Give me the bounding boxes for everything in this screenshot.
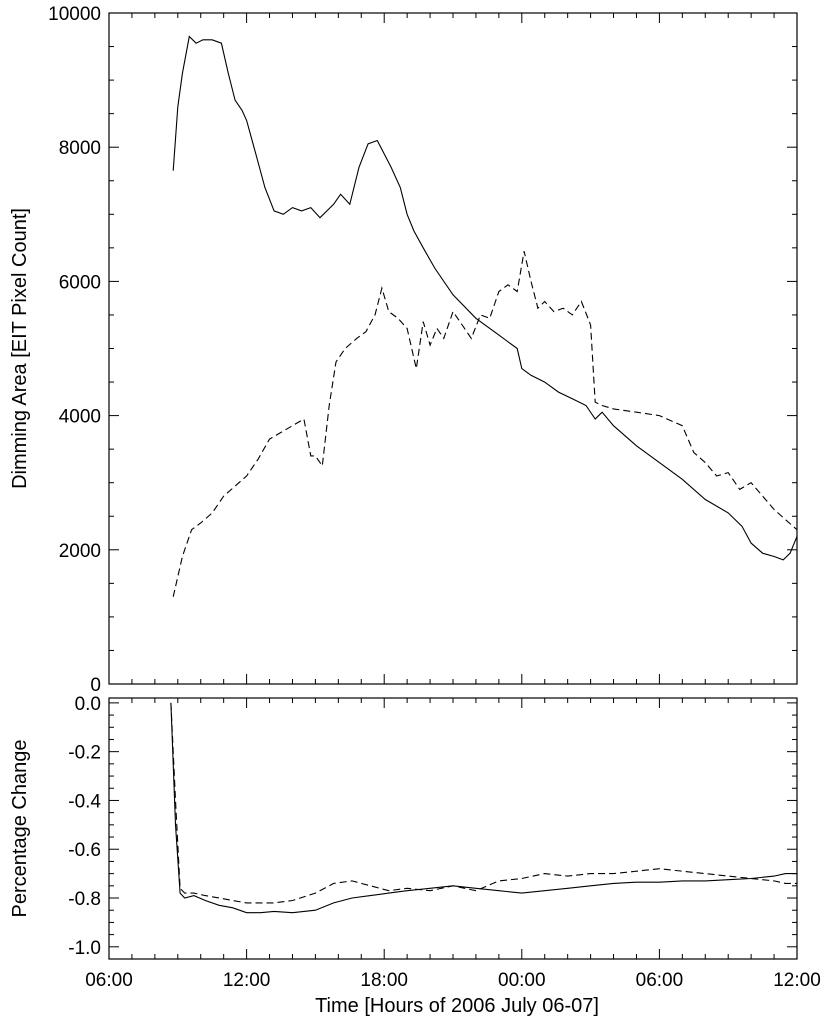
percentage-change-tick-labels: 06:00 12:00 18:00 00:00 06:00 12:00 0.0 -0.2 -0.…: [68, 694, 821, 991]
dimming-area-panel: 0 2000 4000 6000 8000 10000 Dimming Area [EIT…: [9, 4, 798, 696]
percentage-change-panel: 06:00 12:00 18:00 00:00 06:00 12:00 0.0 -0.2 -0.…: [9, 694, 821, 1017]
dimming-area-y-tick-label: 0: [90, 675, 101, 696]
percentage-change-plot-frame: [108, 697, 798, 960]
percentage-change-y-tick-label: -0.2: [68, 743, 101, 764]
dimming-area-series-solid: [172, 35, 798, 561]
dimming-area-ticks: [108, 12, 798, 685]
dimming-area-series: [172, 35, 798, 597]
percentage-change-y-tick-label: 0.0: [75, 694, 101, 715]
percentage-change-y-tick-label: -0.4: [68, 791, 101, 812]
dimming-area-y-tick-label: 2000: [59, 541, 101, 562]
x-tick-label: 12:00: [223, 970, 271, 991]
percentage-change-ticks: [108, 698, 798, 959]
dimming-area-y-tick-label: 4000: [59, 407, 101, 428]
x-tick-label: 18:00: [360, 970, 408, 991]
x-axis-title: Time [Hours of 2006 July 06-07]: [315, 995, 599, 1017]
dimming-area-y-tick-label: 10000: [48, 4, 101, 25]
percentage-change-series: [170, 702, 797, 914]
dimming-area-y-axis-title: Dimming Area [EIT Pixel Count]: [9, 208, 31, 489]
dimming-area-y-tick-label: 6000: [59, 272, 101, 293]
x-tick-label: 06:00: [636, 970, 684, 991]
x-tick-label: 12:00: [773, 970, 821, 991]
percentage-change-y-tick-label: -0.6: [68, 840, 101, 861]
dimming-area-series-dashed: [172, 251, 798, 597]
percentage-change-y-axis-title: Percentage Change: [9, 740, 31, 918]
dimming-area-tick-labels: 0 2000 4000 6000 8000 10000: [48, 4, 101, 696]
dimming-area-plot-frame: [108, 12, 798, 685]
percentage-change-y-tick-label: -0.8: [68, 889, 101, 910]
percentage-change-series-solid: [170, 702, 797, 914]
percentage-change-y-tick-label: -1.0: [68, 938, 101, 959]
x-tick-label: 06:00: [85, 970, 133, 991]
percentage-change-series-dashed: [170, 702, 797, 904]
x-tick-label: 00:00: [498, 970, 546, 991]
dimming-area-y-tick-label: 8000: [59, 138, 101, 159]
